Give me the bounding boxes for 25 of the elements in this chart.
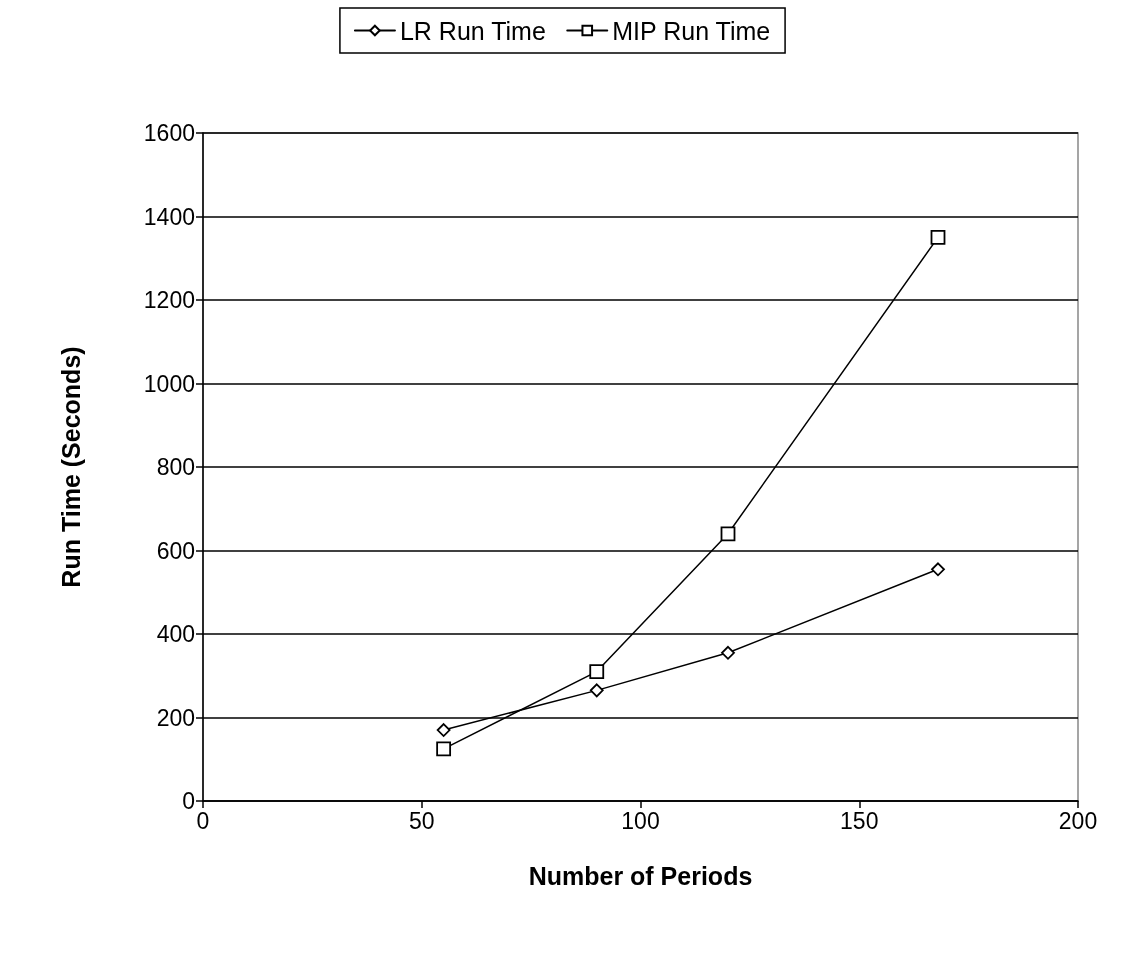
- y-tick-label: 400: [156, 621, 195, 647]
- y-tick-label: 1600: [143, 120, 195, 146]
- x-tick-label: 200: [1058, 807, 1098, 834]
- y-tick-label: 1400: [143, 203, 195, 230]
- point: [931, 562, 945, 577]
- y-tick-label: 800: [156, 454, 195, 480]
- point: [930, 229, 946, 245]
- y-tick-label: 200: [156, 704, 195, 731]
- x-axis-title: Number of Periods: [528, 861, 753, 890]
- y-tick-label: 0: [182, 788, 195, 814]
- x-tick-label: 100: [621, 807, 660, 834]
- point: [436, 741, 452, 757]
- point: [721, 645, 735, 660]
- point: [589, 683, 604, 698]
- y-tick-label: 600: [156, 537, 195, 564]
- x-tick-label: 50: [408, 807, 435, 834]
- y-tick-label: 1000: [143, 370, 195, 397]
- y-tick-label: 1200: [143, 287, 195, 313]
- point: [720, 526, 736, 542]
- point: [589, 664, 605, 679]
- legend-label: LR Run Time: [399, 16, 546, 45]
- point: [436, 723, 451, 737]
- legend-label: MIP Run Time: [612, 16, 771, 45]
- x-tick-label: 150: [840, 807, 879, 834]
- y-axis-title: Run Time (Seconds): [56, 346, 85, 588]
